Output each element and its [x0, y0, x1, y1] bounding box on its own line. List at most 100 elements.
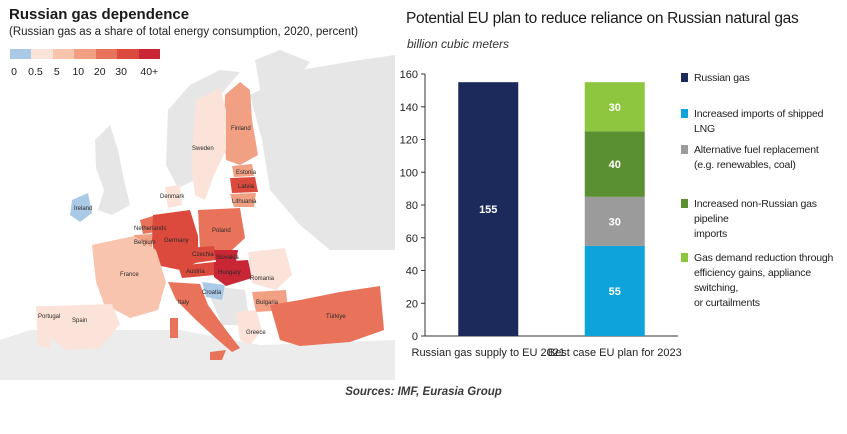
- legend-tick-label: 0.5: [28, 66, 43, 78]
- stacked-bar-chart: 0 20 40 60 80 100 120 140 160 155 Russian gas supp…: [400, 69, 682, 359]
- label-romania: Romania: [250, 276, 275, 282]
- label-denmark: Denmark: [160, 194, 185, 200]
- latvia-region: [230, 177, 258, 193]
- legend-swatch: [74, 49, 96, 59]
- y-tick-label: 20: [406, 298, 418, 310]
- bar-segment: [584, 245, 645, 336]
- label-lithuania: Lithuania: [232, 199, 257, 205]
- legend-label: Gas demand reduction through efficiency g…: [694, 251, 846, 311]
- germany-region: [152, 210, 198, 270]
- label-france: France: [120, 272, 139, 278]
- label-spain: Spain: [72, 318, 87, 324]
- legend-tick-label: 20: [93, 66, 106, 78]
- legend-label-line: Gas demand reduction through: [694, 252, 834, 264]
- legend-label-line: imports: [694, 228, 728, 240]
- legend-label: Alternative fuel replacement (e.g. renewa…: [694, 143, 819, 173]
- poland-region: [198, 208, 245, 250]
- y-tick-label: 80: [406, 200, 418, 212]
- legend-label-line: Alternative fuel replacement: [694, 144, 819, 156]
- europe-map: Finland Sweden Estonia Latvia Lithuania …: [0, 50, 395, 380]
- map-title: Russian gas dependence: [9, 6, 190, 23]
- background-land-russia-west: [255, 50, 310, 100]
- legend-label: Increased non-Russian gas pipeline import…: [694, 197, 846, 242]
- bar-data-label: 155: [479, 204, 497, 216]
- legend-label: Russian gas: [694, 71, 750, 86]
- label-estonia: Estonia: [236, 170, 257, 176]
- legend-item: Increased non-Russian gas pipeline import…: [681, 197, 846, 242]
- sardinia-region: [170, 318, 178, 338]
- bar-data-label: 55: [609, 286, 621, 298]
- legend-label-line: Russian gas: [694, 72, 750, 84]
- x-category-label: Russian gas supply to EU 2021: [412, 347, 565, 359]
- legend-item: Russian gas: [681, 71, 750, 86]
- y-tick-label: 100: [400, 167, 418, 179]
- label-czechia: Czechia: [192, 252, 214, 258]
- bar-segment: [584, 196, 645, 246]
- label-finland: Finland: [231, 126, 251, 132]
- sicily-region: [210, 350, 226, 360]
- sweden-region: [192, 88, 226, 200]
- legend-swatch: [117, 49, 139, 59]
- legend-label-line: efficiency gains, appliance switching,: [694, 267, 811, 294]
- label-sweden: Sweden: [192, 146, 214, 152]
- denmark-region: [165, 185, 182, 208]
- portugal-region: [36, 306, 52, 348]
- label-italy: Italy: [178, 300, 189, 306]
- russian-gas-dependence-map-panel: Russian gas dependence (Russian gas as a…: [0, 0, 395, 380]
- estonia-region: [232, 164, 254, 177]
- slovakia-region: [214, 250, 238, 262]
- austria-region: [178, 262, 215, 278]
- legend-color-swatch: [681, 199, 688, 208]
- legend-color-swatch: [681, 253, 688, 262]
- y-tick-label: 160: [400, 69, 418, 81]
- label-belgium: Belgium: [134, 240, 156, 246]
- turkiye-region: [270, 286, 384, 346]
- label-bulgaria: Bulgaria: [256, 300, 279, 306]
- legend-label-line: Increased non-Russian gas pipeline: [694, 198, 817, 225]
- label-poland: Poland: [212, 228, 231, 234]
- legend-label-line: (e.g. renewables, coal): [694, 159, 796, 171]
- legend-tick-label: 0: [11, 66, 17, 78]
- label-netherlands: Netherlands: [134, 226, 166, 232]
- y-tick-label: 0: [412, 331, 418, 343]
- legend-item: Alternative fuel replacement (e.g. renewa…: [681, 143, 819, 173]
- label-turkiye: Türkiye: [326, 314, 346, 320]
- france-region: [92, 236, 166, 318]
- label-croatia: Croatia: [202, 290, 222, 296]
- background-land-north: [250, 55, 395, 250]
- bar-segment: [458, 82, 519, 336]
- label-slovakia: Slovakia: [216, 255, 239, 261]
- legend-color-swatch: [681, 145, 688, 154]
- hungary-region: [214, 260, 252, 286]
- label-austria: Austria: [186, 269, 205, 275]
- italy-region: [168, 282, 240, 352]
- legend-label: Increased imports of shipped LNG: [694, 107, 846, 137]
- legend-color-swatch: [681, 109, 688, 118]
- legend-tick-label: 5: [53, 66, 60, 78]
- x-category-label: Best case EU plan for 2023: [548, 347, 682, 359]
- label-latvia: Latvia: [238, 184, 255, 190]
- ireland-region: [70, 193, 92, 222]
- czechia-region: [188, 246, 216, 263]
- legend-tick-label: 10: [72, 66, 85, 78]
- bar-data-label: 30: [609, 216, 621, 228]
- bar-data-label: 40: [609, 159, 621, 171]
- map-subtitle: (Russian gas as a share of total energy …: [9, 26, 359, 38]
- label-greece: Greece: [246, 330, 266, 336]
- legend-item: Gas demand reduction through efficiency g…: [681, 251, 846, 311]
- croatia-region: [202, 282, 225, 300]
- chart-unit-label: billion cubic meters: [407, 37, 510, 51]
- legend-swatch: [31, 49, 53, 59]
- y-tick-label: 60: [406, 233, 418, 245]
- romania-region: [248, 248, 292, 290]
- finland-region: [224, 82, 258, 165]
- sources-footer: Sources: IMF, Eurasia Group: [345, 386, 502, 398]
- greece-region: [236, 310, 262, 345]
- label-germany: Germany: [164, 238, 189, 244]
- y-tick-label: 140: [400, 102, 418, 114]
- bar-segment: [584, 82, 645, 132]
- legend-tick-label: 40+: [140, 66, 159, 78]
- uk: [95, 125, 130, 215]
- lithuania-region: [230, 193, 256, 207]
- legend-item: Increased imports of shipped LNG: [681, 107, 846, 137]
